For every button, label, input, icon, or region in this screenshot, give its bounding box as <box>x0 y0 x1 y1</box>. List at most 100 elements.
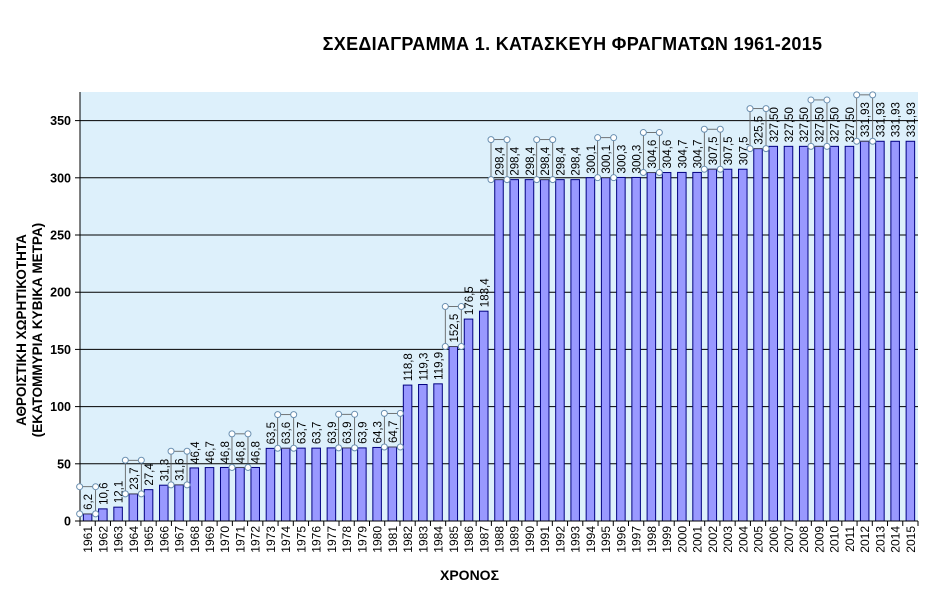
data-label: 300,3 <box>632 145 644 174</box>
selection-handle <box>655 129 663 137</box>
data-label: 327,50 <box>799 107 811 142</box>
x-tick-label: 2001 <box>691 526 705 553</box>
bar <box>814 145 824 522</box>
data-label: 46,8 <box>251 441 263 463</box>
bar <box>463 318 474 522</box>
data-label: 327,50 <box>769 107 781 142</box>
data-label-selection-box <box>642 132 660 173</box>
data-label: 31,3 <box>159 459 171 481</box>
selection-handle <box>716 165 724 173</box>
y-tick-label: 0 <box>64 515 71 529</box>
data-label: 298,4 <box>555 146 567 175</box>
x-tick-label: 1989 <box>508 526 522 553</box>
x-tick-label: 2011 <box>843 526 857 552</box>
selection-handle <box>700 125 708 133</box>
data-label: 307,5 <box>723 136 735 165</box>
selection-handle <box>610 134 618 142</box>
data-label: 327,50 <box>830 107 842 142</box>
data-label: 176,5 <box>464 286 476 315</box>
bar <box>829 145 839 522</box>
data-label-selection-box <box>383 412 401 448</box>
x-tick-label: 1993 <box>569 526 583 553</box>
data-label: 298,4 <box>571 146 583 175</box>
data-label-selection-box <box>338 413 356 449</box>
x-tick-label: 1974 <box>279 526 293 553</box>
selection-handle <box>441 303 449 311</box>
data-label: 327,50 <box>784 107 796 142</box>
bar <box>418 384 428 522</box>
x-tick-label: 1991 <box>538 526 552 553</box>
bar <box>616 176 626 522</box>
selection-handle <box>594 134 602 142</box>
selection-handle <box>610 174 618 182</box>
selection-handle <box>457 343 465 351</box>
selection-handle <box>869 137 877 145</box>
selection-handle <box>457 303 465 311</box>
x-tick-label: 1994 <box>584 526 598 553</box>
bar <box>98 508 108 522</box>
data-label: 331,93 <box>906 102 918 137</box>
data-label: 307,5 <box>708 136 720 165</box>
data-label: 300,1 <box>601 145 613 174</box>
x-tick-label: 1983 <box>416 526 430 553</box>
bar <box>143 489 154 522</box>
data-label: 64,3 <box>373 421 385 443</box>
selection-handle <box>351 410 359 418</box>
bar <box>341 447 352 522</box>
x-tick-label: 1975 <box>294 526 308 553</box>
bar <box>357 447 367 522</box>
data-label-selection-box <box>231 433 249 468</box>
data-label: 304,6 <box>662 140 674 169</box>
bar <box>296 447 306 522</box>
data-label: 46,8 <box>220 441 232 463</box>
bar <box>661 172 672 522</box>
x-tick-label: 1963 <box>112 526 126 553</box>
selection-handle <box>746 105 754 113</box>
selection-handle <box>594 174 602 182</box>
selection-handle <box>121 456 129 464</box>
bar <box>280 447 291 522</box>
x-tick-label: 1982 <box>401 526 415 553</box>
selection-handle <box>549 176 557 184</box>
bar <box>402 384 413 522</box>
bar <box>433 383 443 522</box>
bar <box>768 145 779 522</box>
x-tick-label: 1998 <box>645 526 659 553</box>
selection-handle <box>290 411 298 419</box>
data-labels: 6,2 10,6 12,123,7 27,4 31,3 31,646,4 46,7 46,8 4… <box>76 91 918 518</box>
selection-handle <box>76 510 84 518</box>
bar <box>387 446 398 522</box>
selection-handle <box>183 447 191 455</box>
selection-handle <box>533 176 541 184</box>
x-tick-label: 2014 <box>889 526 903 553</box>
bar <box>219 466 230 522</box>
selection-handle <box>639 169 647 177</box>
selection-handle <box>762 105 770 113</box>
x-tick-label: 1992 <box>553 526 567 553</box>
y-axis-title-line2: (ΕΚΑΤΟΜΜΥΡΙΑ ΚΥΒΙΚΑ ΜΕΤΡΑ) <box>30 222 45 438</box>
data-label: 331,93 <box>860 102 872 137</box>
x-tick-label: 1986 <box>462 526 476 553</box>
x-tick-label: 2005 <box>752 526 766 553</box>
bar <box>859 140 870 522</box>
selection-handle <box>351 444 359 452</box>
data-label: 63,7 <box>296 422 308 444</box>
selection-handle <box>746 145 754 153</box>
data-label-selection-box <box>277 414 295 449</box>
data-label: 63,7 <box>312 422 324 444</box>
x-tick-label: 2015 <box>904 526 918 553</box>
selection-handle <box>228 430 236 438</box>
bar <box>494 179 504 522</box>
data-label: 118,8 <box>403 353 415 381</box>
x-tick-label: 1995 <box>599 526 613 553</box>
data-label-selection-box <box>597 137 615 179</box>
x-tick-label: 1990 <box>523 526 537 553</box>
selection-handle <box>396 409 404 417</box>
data-label: 46,8 <box>235 441 247 463</box>
bar <box>631 176 641 522</box>
data-label: 327,50 <box>814 107 826 142</box>
data-label-selection-box <box>536 139 554 181</box>
data-label: 300,3 <box>616 145 628 174</box>
data-label: 23,7 <box>129 467 141 489</box>
x-tick-label: 1965 <box>142 526 156 553</box>
